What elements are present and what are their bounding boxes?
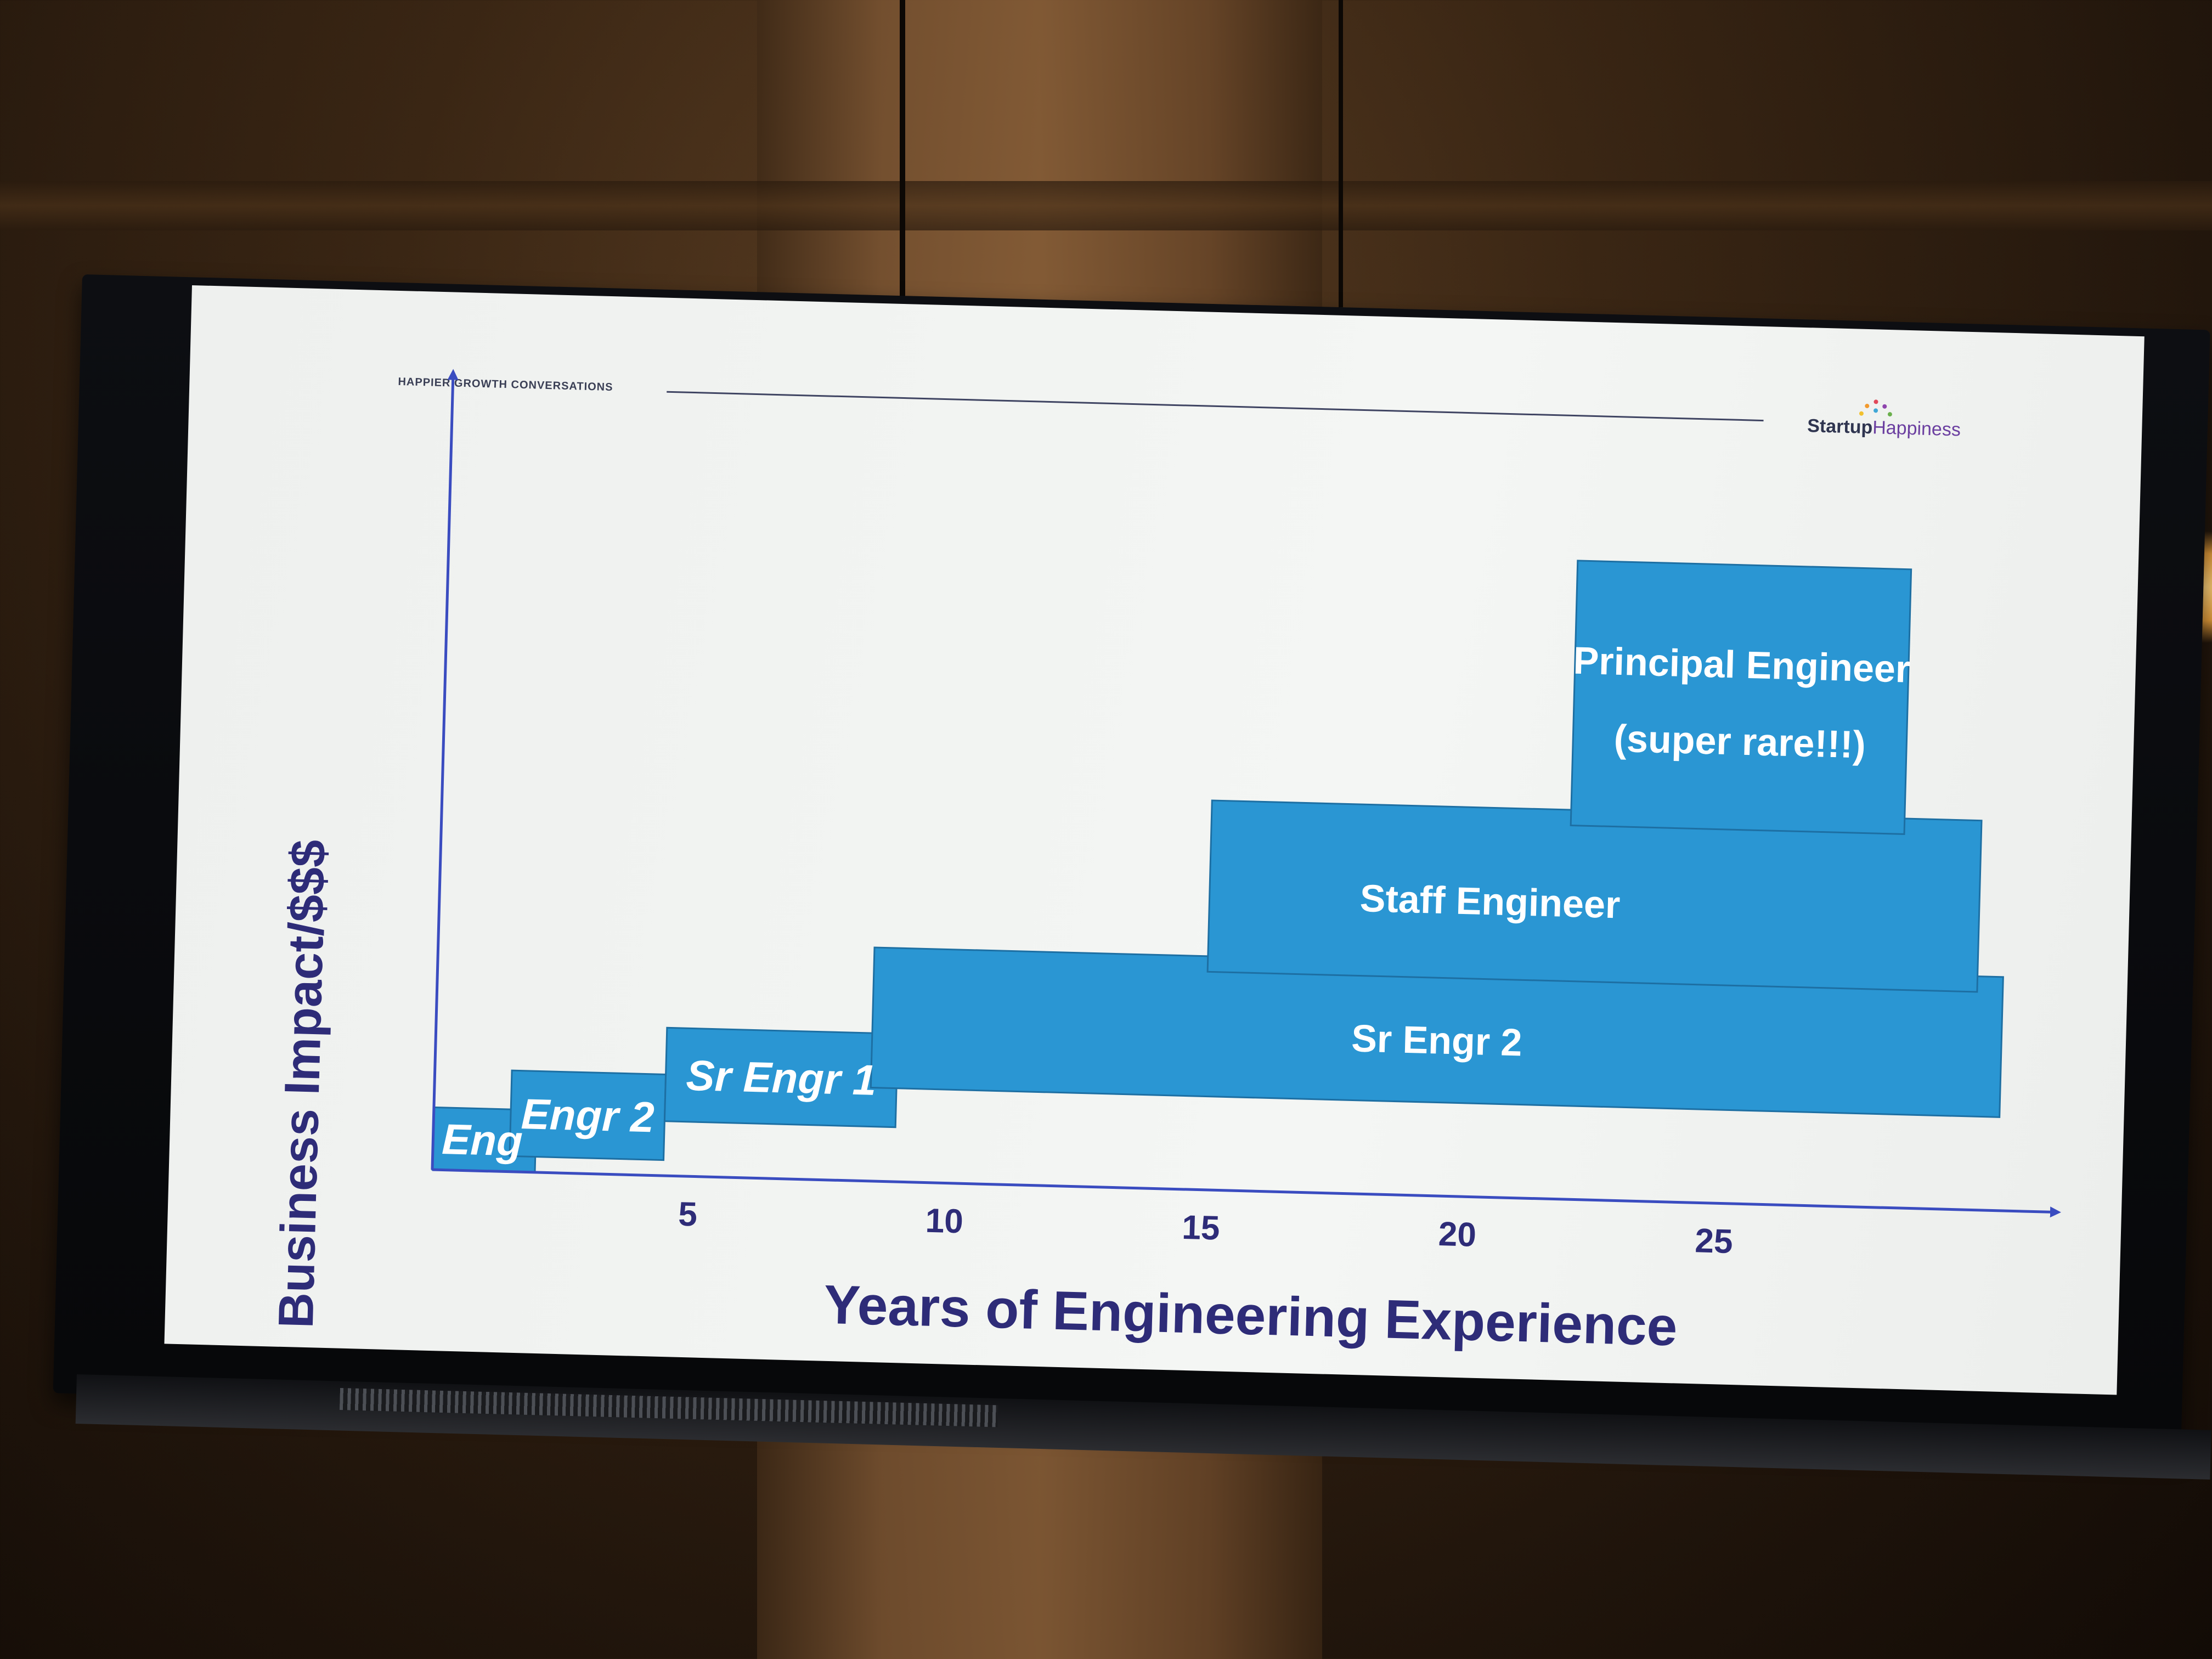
x-tick-label: 15: [1182, 1209, 1221, 1248]
monitor-screen: HAPPIER GROWTH CONVERSATIONS StartupHapp…: [164, 285, 2145, 1395]
background-beam: [0, 181, 2212, 230]
career-level-note: (super rare!!!): [1613, 717, 1866, 766]
hanging-cable: [1339, 0, 1343, 307]
x-tick-label: 20: [1438, 1215, 1477, 1254]
career-level-label: Principal Engineer: [1573, 639, 1911, 691]
x-tick-label: 25: [1695, 1222, 1734, 1261]
x-tick-label: 5: [678, 1195, 698, 1234]
career-level-label: Sr Engr 2: [1351, 1017, 1522, 1064]
career-level-label: Sr Engr 1: [686, 1051, 877, 1104]
hanging-cable: [900, 0, 905, 307]
career-level-label: Engr 2: [521, 1090, 655, 1141]
y-axis-line: [431, 369, 459, 1170]
x-axis-line: [432, 1168, 2061, 1218]
career-level-box: [1570, 560, 1912, 835]
x-tick-label: 10: [925, 1202, 964, 1241]
career-level-label: Staff Engineer: [1359, 877, 1621, 926]
career-level-label: Eng: [441, 1115, 523, 1165]
